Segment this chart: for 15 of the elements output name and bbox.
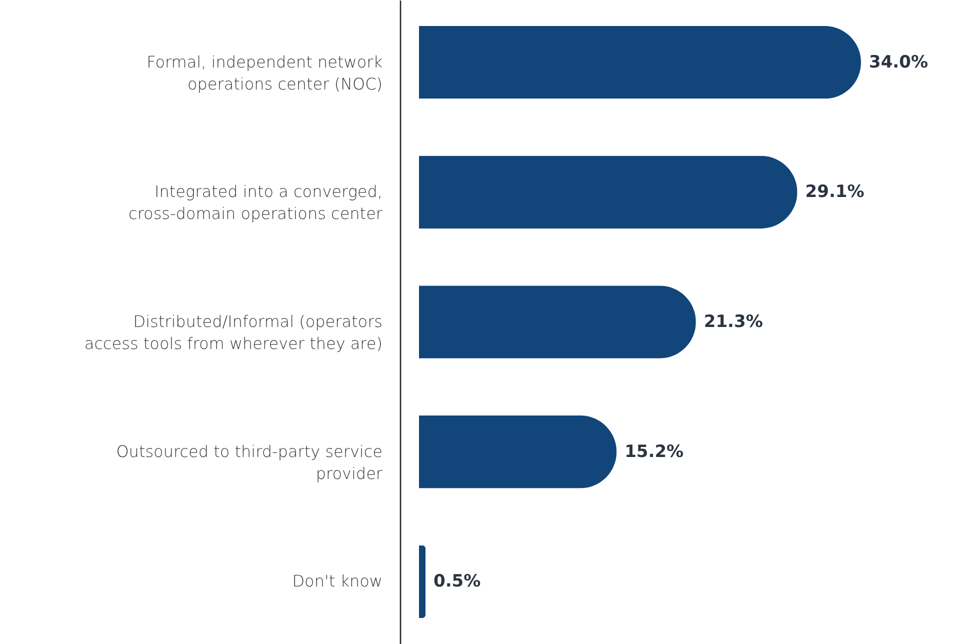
data-label: 0.5% — [434, 572, 481, 592]
y-tick-label: Distributed/Informal (operators access tools from wherever they are) — [84, 312, 382, 353]
bar — [419, 26, 861, 99]
data-label: 34.0% — [869, 52, 928, 72]
bar — [419, 156, 798, 229]
data-label: 15.2% — [624, 442, 684, 462]
y-tick-label: Don't know — [292, 572, 382, 591]
bar — [419, 286, 696, 358]
data-label: 21.3% — [704, 312, 763, 332]
y-tick-label: Outsourced to third-party service provider — [116, 442, 383, 483]
y-tick-label: Formal, independent network operations center (NOC) — [146, 52, 382, 94]
bar — [419, 545, 426, 618]
y-tick-label: Integrated into a converged, cross-domain operations center — [128, 182, 383, 224]
data-label: 29.1% — [805, 182, 864, 202]
bar — [419, 415, 617, 488]
